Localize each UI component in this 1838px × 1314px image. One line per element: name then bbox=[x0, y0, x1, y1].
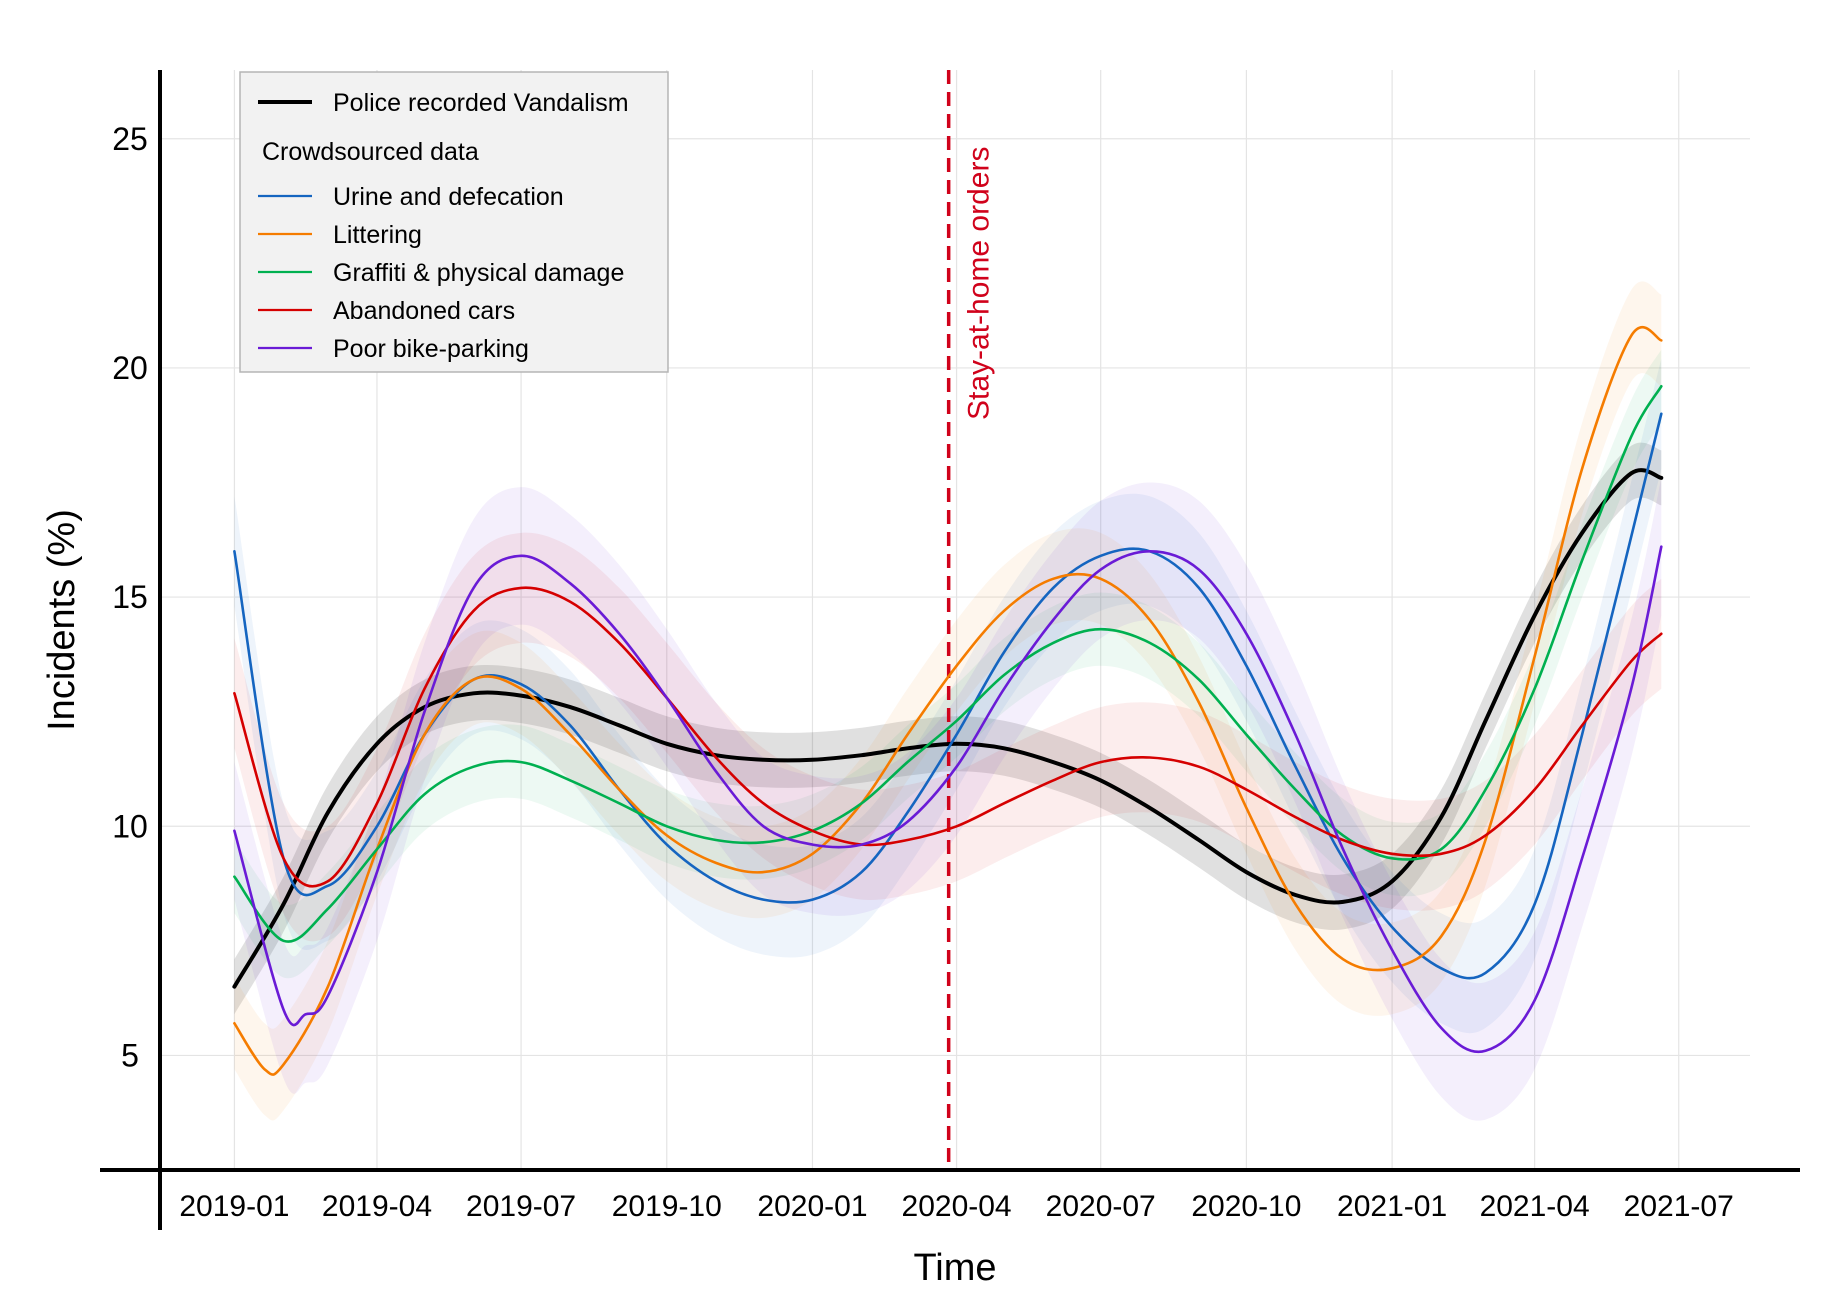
legend-crowdsourced-title: Crowdsourced data bbox=[262, 138, 479, 166]
legend-item-urine-and-defecation: Urine and defecation bbox=[258, 183, 564, 211]
x-tick-2019-01: 2019-01 bbox=[179, 1190, 289, 1223]
y-tick-25: 25 bbox=[112, 121, 148, 157]
axes bbox=[100, 70, 1800, 1230]
y-axis-label: Incidents (%) bbox=[41, 509, 83, 731]
x-tick-2021-01: 2021-01 bbox=[1337, 1190, 1447, 1223]
x-tick-labels: 2019-01 2019-04 2019-07 2019-10 2020-01 2020-… bbox=[179, 1190, 1733, 1223]
series-lines bbox=[232, 326, 1664, 1076]
series-line-abandoned-cars bbox=[233, 586, 1663, 888]
legend-item-littering: Littering bbox=[258, 221, 422, 249]
stay-at-home-label: Stay-at-home orders bbox=[963, 147, 996, 420]
x-tick-2021-04: 2021-04 bbox=[1480, 1190, 1590, 1223]
legend-label-police-recorded-vandalism: Police recorded Vandalism bbox=[333, 89, 629, 117]
series-line-littering bbox=[233, 326, 1663, 1076]
event-marker: Stay-at-home orders bbox=[946, 70, 996, 1170]
y-tick-10: 10 bbox=[112, 808, 148, 844]
legend-label-poor-bike-parking: Poor bike-parking bbox=[333, 335, 529, 363]
series-line-graffiti-physical-damage bbox=[233, 385, 1663, 943]
legend-label-urine-and-defecation: Urine and defecation bbox=[333, 183, 564, 211]
series-line-poor-bike-parking bbox=[233, 545, 1663, 1054]
x-tick-2020-01: 2020-01 bbox=[757, 1190, 867, 1223]
x-tick-2019-04: 2019-04 bbox=[322, 1190, 432, 1223]
y-tick-labels: 5 10 15 20 25 bbox=[112, 121, 148, 1074]
legend-items: Police recorded Vandalism Urine and defec… bbox=[258, 89, 629, 363]
legend-item-police-recorded-vandalism: Police recorded Vandalism bbox=[258, 89, 629, 117]
x-axis-label: Time bbox=[913, 1247, 996, 1289]
legend-item-abandoned-cars: Abandoned cars bbox=[258, 297, 515, 325]
y-tick-5: 5 bbox=[121, 1037, 139, 1073]
y-tick-20: 20 bbox=[112, 350, 148, 386]
legend-item-graffiti-physical-damage: Graffiti & physical damage bbox=[258, 259, 624, 287]
legend-item-poor-bike-parking: Poor bike-parking bbox=[258, 335, 529, 363]
legend: Crowdsourced data Police recorded Vandal… bbox=[239, 71, 669, 373]
x-tick-2021-07: 2021-07 bbox=[1624, 1190, 1734, 1223]
x-tick-2020-10: 2020-10 bbox=[1191, 1190, 1301, 1223]
x-tick-2019-10: 2019-10 bbox=[612, 1190, 722, 1223]
legend-label-abandoned-cars: Abandoned cars bbox=[333, 297, 515, 325]
legend-label-graffiti-physical-damage: Graffiti & physical damage bbox=[333, 259, 624, 287]
x-tick-2020-04: 2020-04 bbox=[902, 1190, 1012, 1223]
legend-box bbox=[239, 71, 669, 373]
band-littering bbox=[234, 281, 1662, 1121]
legend-label-littering: Littering bbox=[333, 221, 422, 249]
y-tick-15: 15 bbox=[112, 579, 148, 615]
x-tick-2019-07: 2019-07 bbox=[466, 1190, 576, 1223]
x-tick-2020-07: 2020-07 bbox=[1046, 1190, 1156, 1223]
band-abandoned-cars bbox=[234, 532, 1662, 942]
